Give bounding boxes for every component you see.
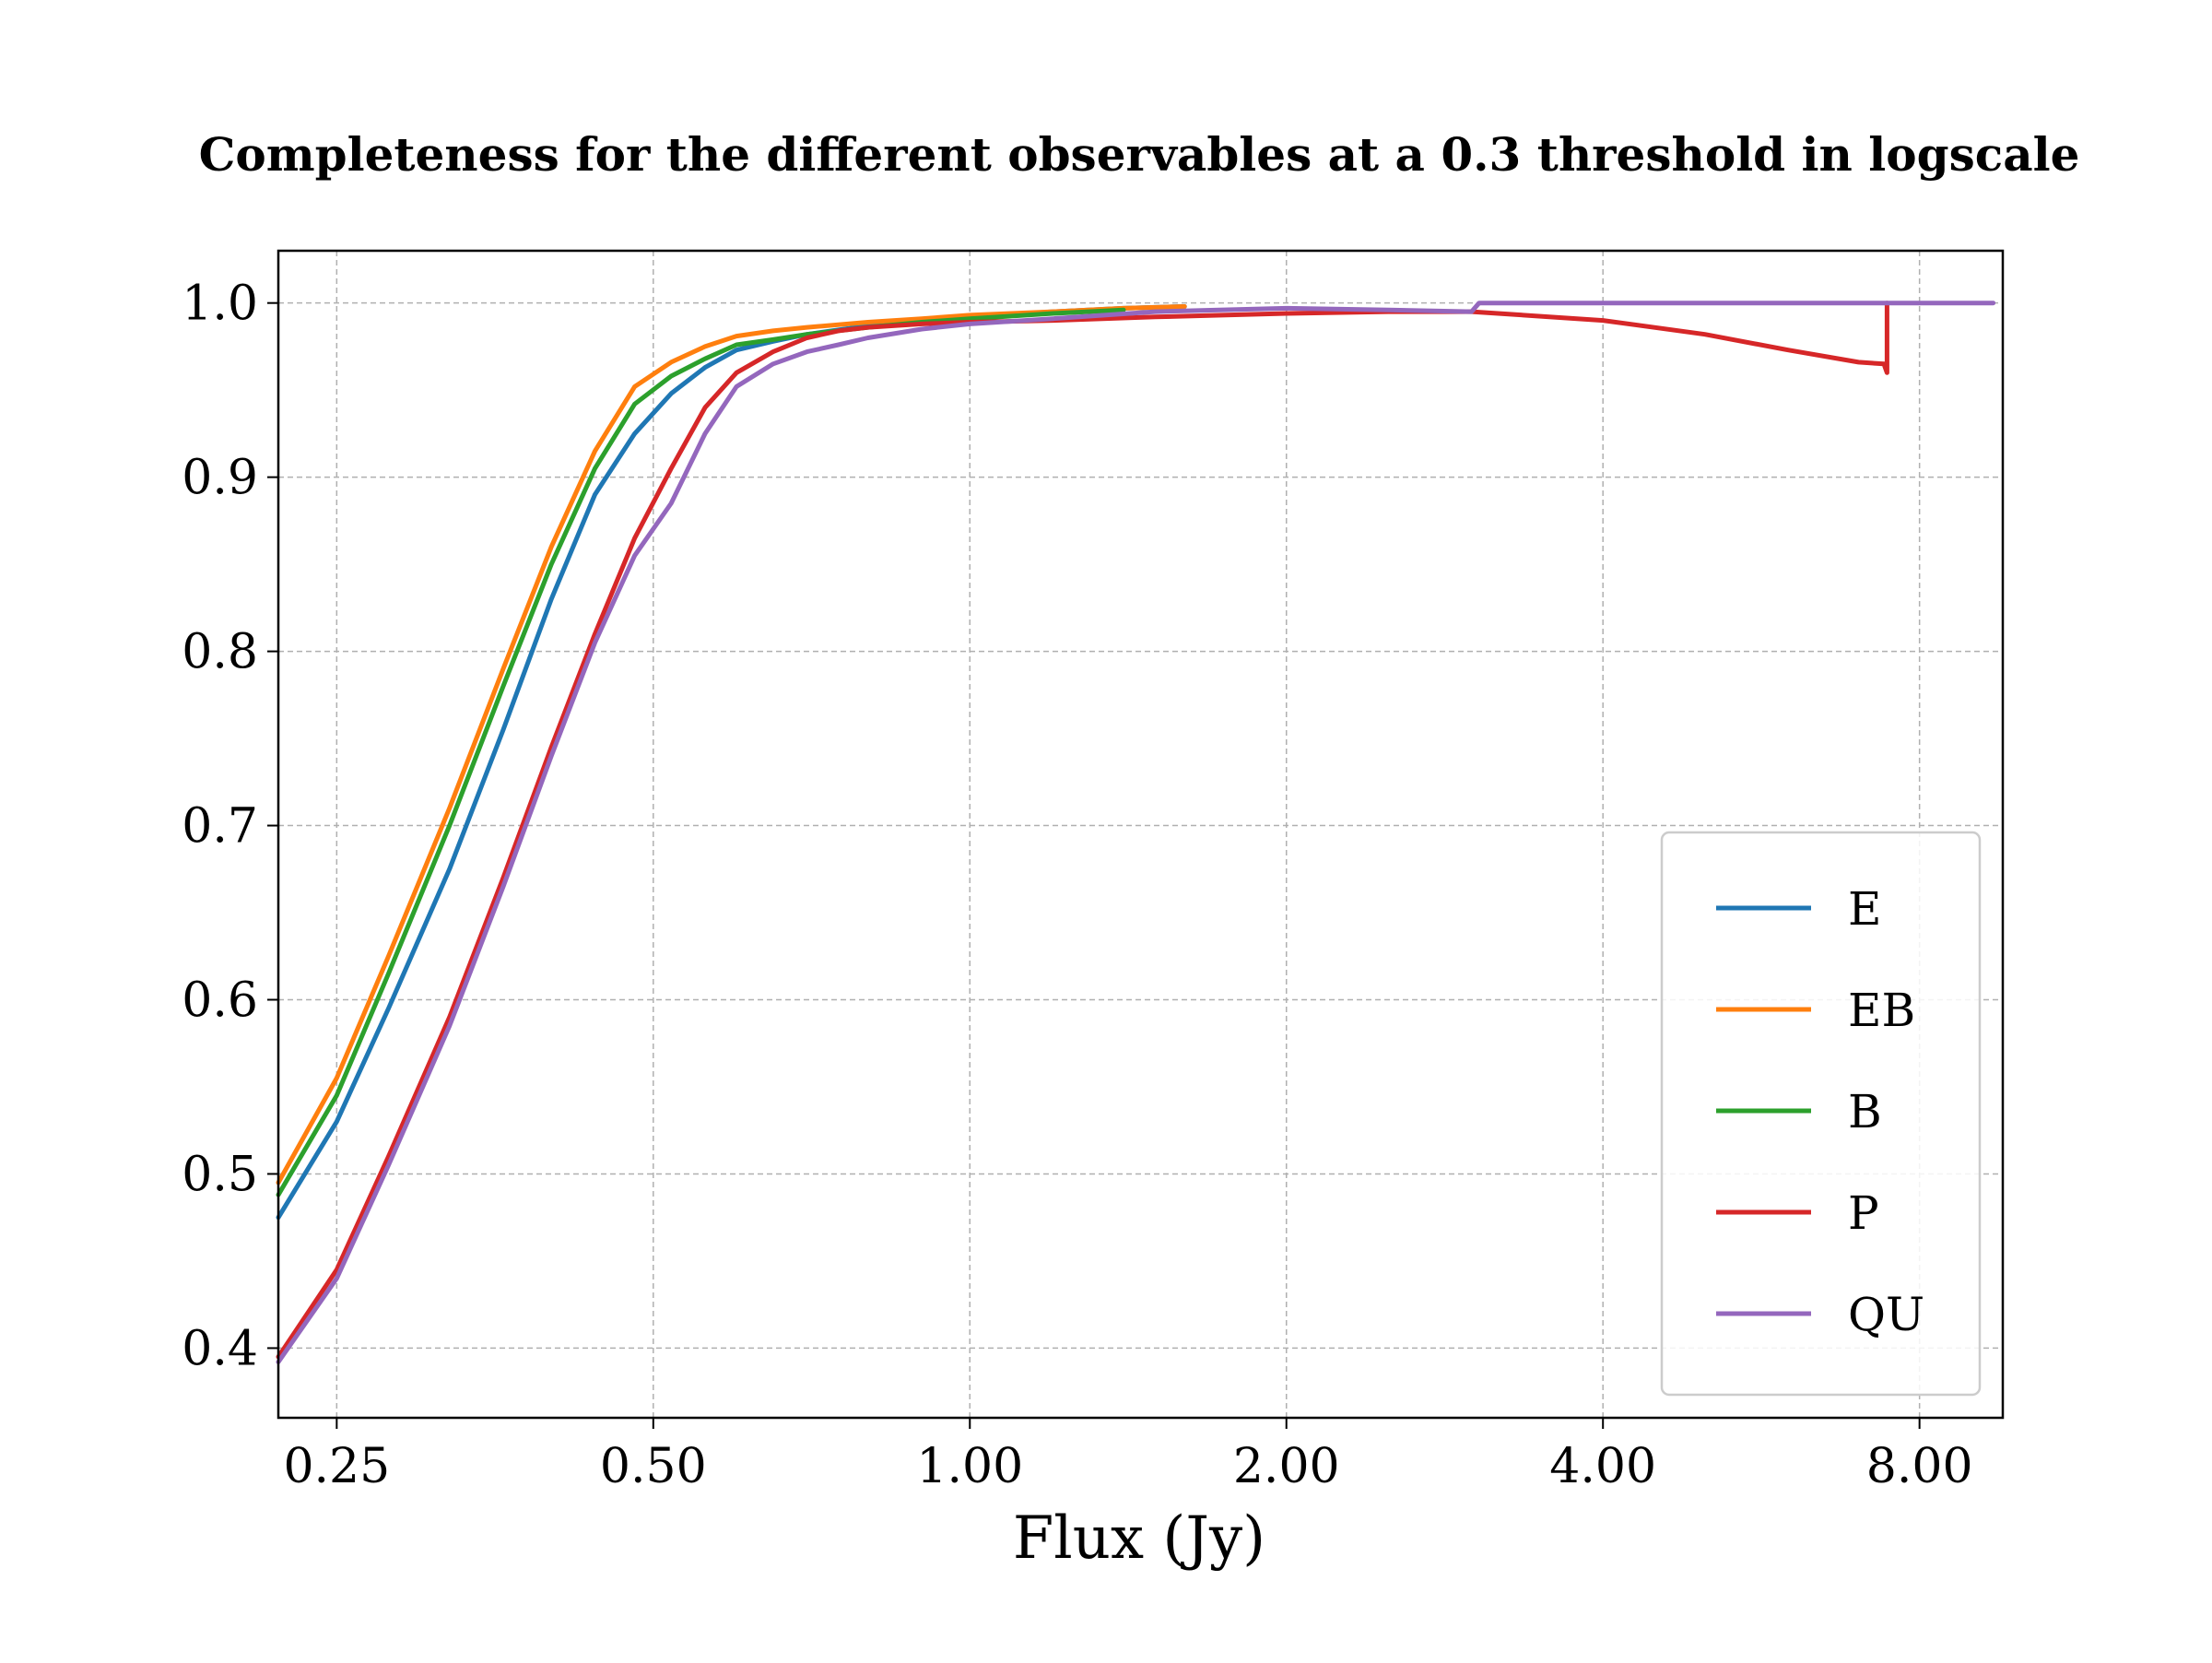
x-tick-label: 8.00 <box>1866 1439 1973 1494</box>
x-tick-label: 1.00 <box>916 1439 1023 1494</box>
x-tick-label: 0.25 <box>283 1439 390 1494</box>
plot-frame <box>276 249 2005 1420</box>
legend: E EB BP QU <box>1660 831 1982 1397</box>
y-tick-label: 0.9 <box>182 451 258 506</box>
y-tick-label: 0.8 <box>182 625 258 680</box>
x-axis-label: Flux (Jy) <box>1013 1504 1265 1573</box>
y-tick-label: 1.0 <box>182 277 258 332</box>
y-tick-label: 0.4 <box>182 1321 258 1376</box>
legend-label-qu: QU <box>1848 1288 1924 1341</box>
x-tick-label: 4.00 <box>1549 1439 1656 1494</box>
legend-label-p: P <box>1848 1186 1879 1240</box>
chart-title: Completeness for the different observabl… <box>199 127 2080 182</box>
legend-label-eb: EB <box>1848 984 1915 1037</box>
series-line-eb <box>276 304 1187 1185</box>
axis-ticks: 0.25 0.50 1.00 2.00 4.00 8.00 0.4 0.5 0.6 0.7 0.8 0… <box>182 277 1972 1494</box>
y-tick-label: 0.6 <box>182 973 258 1029</box>
legend-box <box>1660 831 1982 1397</box>
legend-label-e: E <box>1848 882 1882 936</box>
y-tick-label: 0.7 <box>182 799 258 855</box>
x-tick-label: 2.00 <box>1233 1439 1340 1494</box>
series-line-p <box>276 301 1889 1360</box>
x-tick-label: 0.50 <box>600 1439 707 1494</box>
y-tick-label: 0.5 <box>182 1147 258 1202</box>
legend-label-b: B <box>1848 1085 1882 1138</box>
series-lines <box>276 301 1996 1364</box>
series-line-qu <box>276 301 1996 1364</box>
